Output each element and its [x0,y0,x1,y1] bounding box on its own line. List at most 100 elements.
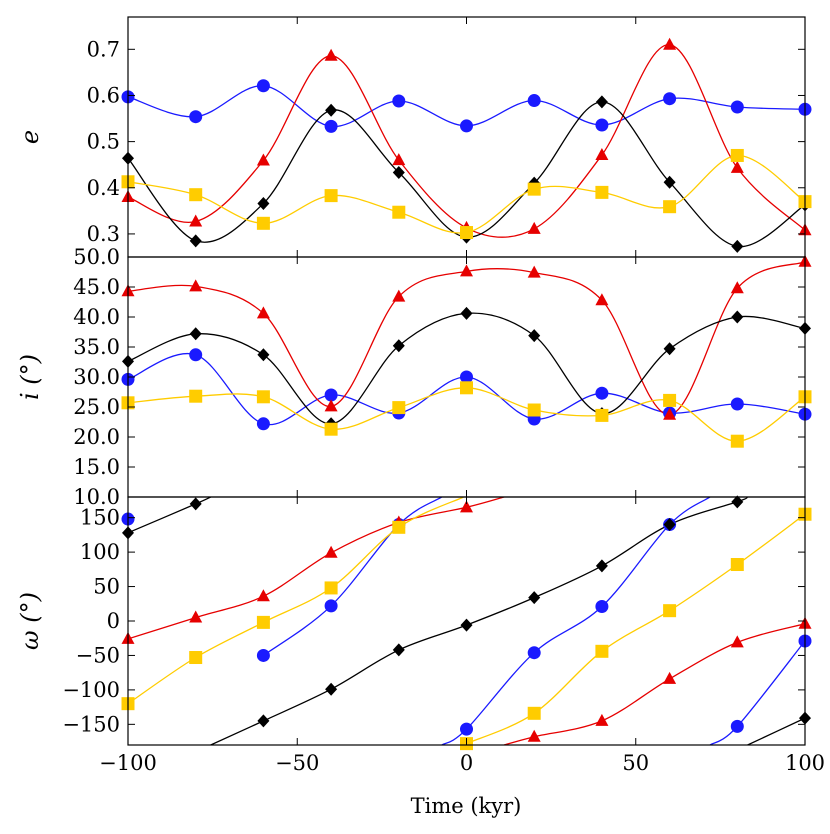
markers-layer [121,37,812,751]
inclination-gold-point [527,403,541,417]
eccentricity-y-axis-label: e [16,130,44,144]
argument-of-periapsis-ytick-label: 100 [80,540,120,564]
argument-of-periapsis-markers [121,495,812,751]
eccentricity-blue-point [324,119,338,133]
argument-of-periapsis-blue-line [263,497,443,656]
inclination-red-point [392,289,406,302]
argument-of-periapsis-black-point [528,591,541,605]
eccentricity-red-point [392,153,406,166]
argument-of-periapsis-black-point [663,518,676,532]
inclination-gold-line [128,387,805,442]
argument-of-periapsis-black-line [210,497,748,745]
eccentricity-black-point [663,175,676,189]
eccentricity-gold-point [595,185,609,199]
eccentricity-black-point [595,95,608,109]
argument-of-periapsis-black-point [257,714,270,728]
x-axis-label: Time (kyr) [411,794,522,818]
eccentricity-blue-point [392,94,406,108]
argument-of-periapsis-gold-point [527,706,541,720]
inclination-blue-point [189,348,203,362]
eccentricity-blue-point [189,110,203,124]
inclination-black-line [128,312,805,425]
inclination-red-point [460,264,473,277]
eccentricity-ytick-label: 0.7 [87,37,120,61]
argument-of-periapsis-ytick-label: 0 [107,609,120,633]
eccentricity-black-point [325,103,338,117]
eccentricity-red-point [189,214,203,227]
eccentricity-gold-point [324,189,338,203]
argument-of-periapsis-black-line [747,717,805,745]
eccentricity-blue-point [663,92,677,106]
eccentricity-gold-point [189,188,203,202]
xtick-label: 50 [622,751,649,775]
eccentricity-gold-point [663,200,677,214]
argument-of-periapsis-blue-point [527,646,541,660]
xtick-label: 100 [785,751,825,775]
argument-of-periapsis-black-point [392,643,405,657]
inclination-ytick-label: 20.0 [73,425,120,449]
argument-of-periapsis-gold-point [189,651,203,665]
eccentricity-ytick-label: 0.6 [87,83,120,107]
inclination-gold-point [460,381,473,395]
eccentricity-red-point [324,48,338,61]
inclination-ytick-label: 10.0 [73,485,120,509]
inclination-gold-point [663,393,677,407]
argument-of-periapsis-ytick-label: 150 [80,506,120,530]
eccentricity-gold-point [392,205,406,219]
argument-of-periapsis-blue-point [460,722,473,736]
inclination-red-point [595,293,609,306]
argument-of-periapsis-gold-point [663,604,677,618]
inclination-ytick-label: 40.0 [73,305,120,329]
inclination-y-axis-label: i (°) [16,354,44,400]
inclination-gold-point [256,390,270,404]
argument-of-periapsis-blue-point [595,600,609,614]
inclination-blue-point [256,417,270,431]
eccentricity-blue-point [256,79,270,93]
eccentricity-ytick-label: 0.3 [87,222,120,246]
argument-of-periapsis-red-point [730,635,744,648]
inclination-red-point [730,281,744,294]
inclination-black-point [528,329,541,343]
inclination-ytick-label: 15.0 [73,455,120,479]
eccentricity-gold-point [730,148,744,162]
argument-of-periapsis-red-point [189,610,203,623]
argument-of-periapsis-gold-line [461,513,805,745]
eccentricity-markers [121,37,812,253]
eccentricity-gold-point [460,226,473,240]
eccentricity-black-point [189,234,202,248]
argument-of-periapsis-gold-point [256,615,270,629]
eccentricity-blue-point [730,100,744,114]
argument-of-periapsis-gold-line [128,497,464,705]
inclination-markers [121,254,812,448]
inclination-black-point [392,339,405,353]
eccentricity-blue-point [527,94,541,108]
eccentricity-black-point [257,196,270,210]
inclination-blue-point [324,388,338,402]
inclination-red-point [189,279,203,292]
argument-of-periapsis-ytick-label: −100 [62,678,120,702]
argument-of-periapsis-gold-point [595,644,609,658]
argument-of-periapsis-blue-line [709,640,805,745]
inclination-black-point [189,327,202,341]
argument-of-periapsis-gold-point [324,581,338,595]
xtick-label: −100 [99,751,157,775]
eccentricity-gold-point [256,216,270,230]
inclination-black-point [663,342,676,356]
eccentricity-ytick-label: 0.5 [87,130,120,154]
argument-of-periapsis-ytick-label: −150 [62,712,120,736]
eccentricity-gold-point [527,182,541,196]
eccentricity-red-point [730,160,744,173]
inclination-gold-point [730,434,744,448]
inclination-red-point [256,306,270,319]
labels-layer: 0.3 0.4 0.5 0.6 0.7 e 10.0 15.0 20.0 25.0 30.0 35.0… [16,37,825,775]
argument-of-periapsis-gold-point [730,558,744,572]
argument-of-periapsis-red-point [256,589,270,602]
inclination-ytick-label: 50.0 [73,245,120,269]
xtick-label: 0 [460,751,473,775]
eccentricity-black-point [392,166,405,180]
inclination-blue-point [730,397,744,411]
inclination-curves [128,261,805,442]
inclination-red-point [527,265,541,278]
inclination-gold-point [595,408,609,422]
